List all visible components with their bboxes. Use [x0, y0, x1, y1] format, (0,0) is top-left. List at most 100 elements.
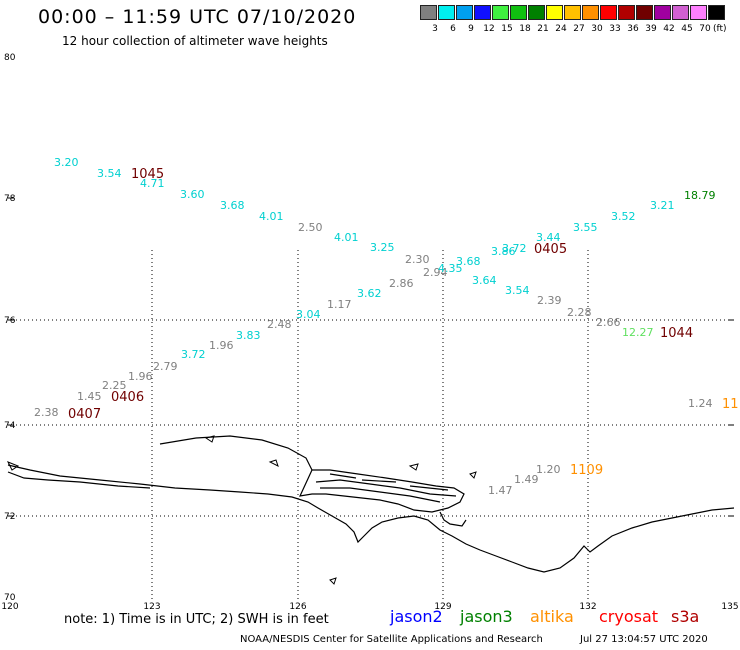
- legend-swatch: [420, 5, 437, 20]
- legend-swatch: [546, 5, 563, 20]
- coast-detail-east: [439, 511, 467, 527]
- wave-height-reading: 18.79: [684, 189, 716, 202]
- wave-height-reading: 4.01: [259, 210, 284, 223]
- wave-height-reading: 2.66: [596, 316, 621, 329]
- lon-label: 123: [143, 602, 160, 612]
- wave-height-reading: 1.24: [688, 397, 713, 410]
- legend-swatch: [636, 5, 653, 20]
- wave-height-reading: 1.49: [514, 473, 539, 486]
- wave-height-reading: 2.38: [34, 406, 59, 419]
- wave-height-reading: 3.62: [357, 287, 382, 300]
- map-subtitle: 12 hour collection of altimeter wave hei…: [62, 34, 328, 48]
- wave-height-reading: 4.01: [334, 231, 359, 244]
- lat-label: 76: [4, 316, 16, 326]
- pass-time-label: 0406: [111, 390, 144, 405]
- legend-label: 15: [501, 24, 513, 34]
- wave-height-reading: 1.96: [128, 370, 153, 383]
- wave-height-reading: 3.72: [502, 242, 527, 255]
- satellite-label-altika: altika: [530, 607, 574, 626]
- wave-height-reading: 3.54: [97, 167, 122, 180]
- legend-label: 21: [537, 24, 549, 34]
- island: [6, 461, 20, 471]
- wave-height-reading: 1.20: [536, 463, 561, 476]
- pass-time-label: 1044: [660, 326, 693, 341]
- satellite-label-jason2: jason2: [390, 607, 443, 626]
- lon-label: 132: [579, 602, 596, 612]
- lat-label: 74: [4, 421, 16, 431]
- legend-swatch: [690, 5, 707, 20]
- legend-label: 36: [627, 24, 639, 34]
- delta-coast: [298, 469, 465, 513]
- wave-height-reading: 3.72: [181, 348, 206, 361]
- legend-label: 24: [555, 24, 567, 34]
- wave-height-reading: 3.64: [472, 274, 497, 287]
- island: [204, 435, 215, 443]
- satellite-label-jason3: jason3: [460, 607, 513, 626]
- wave-height-reading: 3.54: [505, 284, 530, 297]
- legend-swatch: [456, 5, 473, 20]
- legend-label: 6: [450, 24, 456, 34]
- satellite-label-cryosat: cryosat: [599, 607, 659, 626]
- wave-height-reading: 3.68: [456, 255, 481, 268]
- legend-label: 39: [645, 24, 657, 34]
- legend-label: 33: [609, 24, 621, 34]
- legend-swatch: [474, 5, 491, 20]
- latitude-labels: 80 78 76 74 72 70: [4, 53, 16, 603]
- map-title: 00:00 – 11:59 UTC 07/10/2020: [38, 6, 357, 28]
- legend-swatch: [528, 5, 545, 20]
- inlet-coast: [7, 471, 151, 489]
- legend-swatch: [492, 5, 509, 20]
- legend-swatch: [672, 5, 689, 20]
- wave-height-reading: 3.52: [611, 210, 636, 223]
- pass-time-label: 0405: [534, 242, 567, 257]
- wave-height-reading: 2.86: [389, 277, 414, 290]
- legend-label: 18: [519, 24, 531, 34]
- wave-height-reading: 2.50: [298, 221, 323, 234]
- wave-height-reading: 3.25: [370, 241, 395, 254]
- pass-time-label: 11: [722, 397, 739, 412]
- wave-height-reading: 3.83: [236, 329, 261, 342]
- wave-height-reading: 1.17: [327, 298, 352, 311]
- wave-height-reading: 1.45: [77, 390, 102, 403]
- wave-height-reading: 2.30: [405, 253, 430, 266]
- wave-height-reading: 2.39: [537, 294, 562, 307]
- wave-height-reading: 2.25: [102, 379, 127, 392]
- legend-label: 42: [663, 24, 675, 34]
- generation-timestamp: Jul 27 13:04:57 UTC 2020: [580, 634, 708, 645]
- wave-height-reading: 3.68: [220, 199, 245, 212]
- longitude-labels: 120 123 126 129 132 135: [1, 602, 738, 612]
- wave-height-reading: 3.20: [54, 156, 79, 169]
- wave-height-reading: 3.04: [296, 308, 321, 321]
- legend-swatch: [582, 5, 599, 20]
- legend-swatch: [510, 5, 527, 20]
- lon-label: 135: [721, 602, 738, 612]
- legend-label: 12: [483, 24, 495, 34]
- legend-label: 45: [681, 24, 693, 34]
- satellite-label-s3a: s3a: [671, 607, 700, 626]
- island: [469, 471, 477, 479]
- wave-height-reading: 2.28: [567, 306, 592, 319]
- lon-label: 129: [434, 602, 451, 612]
- pass-time-label: 1109: [570, 463, 603, 478]
- bay-coast: [159, 435, 313, 471]
- legend-label: 9: [468, 24, 474, 34]
- island: [329, 577, 337, 585]
- wave-height-reading: 3.44: [536, 231, 561, 244]
- pass-time-layer: 1045 0405 1044 0406 0407 1109 11: [68, 167, 739, 478]
- island: [268, 459, 279, 467]
- lat-label: 78: [4, 194, 16, 204]
- graticule: [8, 250, 734, 602]
- wave-height-reading: 1.47: [488, 484, 513, 497]
- legend-swatch: [438, 5, 455, 20]
- legend-label: 30: [591, 24, 603, 34]
- lon-label: 126: [289, 602, 306, 612]
- note-text: note: 1) Time is in UTC; 2) SWH is in fe…: [64, 612, 329, 627]
- legend-unit: (ft): [713, 24, 727, 34]
- wave-height-reading: 2.79: [153, 360, 178, 373]
- legend-swatch: [618, 5, 635, 20]
- legend-swatch: [708, 5, 725, 20]
- legend-swatch: [564, 5, 581, 20]
- observation-layer: 3.20 3.54 4.71 3.60 3.68 4.01 2.50 4.01 3.25 2.30…: [34, 156, 716, 497]
- coastline: [7, 435, 735, 573]
- wave-height-reading: 4.71: [140, 177, 165, 190]
